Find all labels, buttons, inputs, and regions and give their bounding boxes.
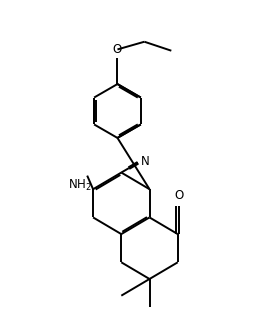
Text: NH$_2$: NH$_2$	[68, 178, 92, 193]
Text: O: O	[113, 43, 122, 56]
Text: N: N	[141, 155, 150, 168]
Text: O: O	[174, 189, 184, 202]
